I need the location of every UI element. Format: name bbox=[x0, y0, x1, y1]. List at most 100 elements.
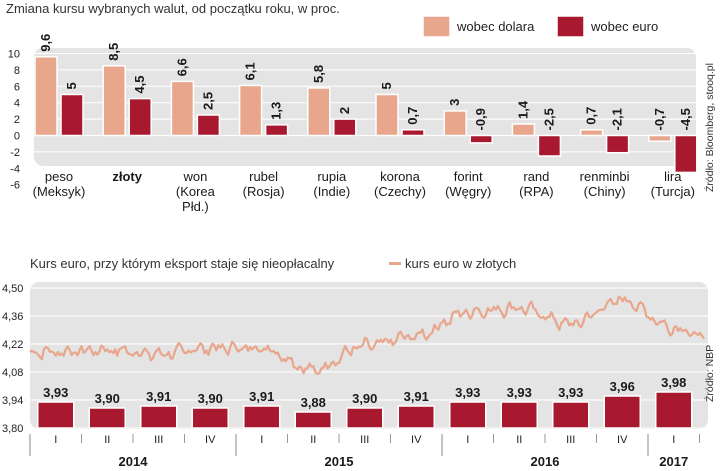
bottom-chart-title: Kurs euro, przy którym eksport staje się… bbox=[30, 256, 335, 271]
top-plot-background bbox=[34, 48, 696, 166]
threshold-label: 3,93 bbox=[43, 385, 68, 400]
year-label: 2015 bbox=[325, 454, 354, 469]
legend-euro-label: wobec euro bbox=[590, 19, 658, 34]
quarter-label: III bbox=[154, 434, 163, 446]
threshold-bar bbox=[243, 405, 281, 429]
bar-euro-label: -4,5 bbox=[678, 108, 693, 130]
threshold-label: 3,90 bbox=[198, 391, 223, 406]
threshold-label: 3,90 bbox=[95, 391, 120, 406]
top-y-tick: 0 bbox=[14, 131, 20, 143]
legend-rate-swatch bbox=[389, 262, 401, 265]
bar-dollar-label: 5,8 bbox=[311, 65, 326, 83]
threshold-bar bbox=[655, 391, 693, 429]
threshold-bar bbox=[500, 401, 538, 429]
category-country: (Czechy) bbox=[374, 184, 426, 199]
bottom-y-tick: 3,94 bbox=[2, 395, 23, 407]
bar-dollar-label: 6,1 bbox=[243, 62, 258, 80]
bottom-y-tick: 4,22 bbox=[2, 339, 23, 351]
bar-euro-label: 2 bbox=[337, 107, 352, 114]
bottom-y-tick: 4,08 bbox=[2, 367, 23, 379]
bar-dollar-label: 3 bbox=[447, 99, 462, 106]
bar-dollar bbox=[511, 123, 536, 137]
quarter-label: IV bbox=[617, 434, 628, 446]
top-y-axis: 10 8 6 4 2 0 -2 -4 -6 bbox=[8, 49, 20, 192]
bar-dollar-label: 5 bbox=[379, 82, 394, 89]
bar-euro bbox=[60, 93, 84, 137]
currency-change-chart: 10 8 6 4 2 0 -2 -4 -6 9,6 5 8,5 4,5 6,6 2,5 6,1 1,3 5,8 2… bbox=[6, 1, 716, 214]
bottom-source-note: Źródło: NBP bbox=[703, 345, 716, 402]
bar-dollar bbox=[579, 129, 604, 137]
bar-euro bbox=[196, 114, 221, 137]
bar-euro-label: -0,9 bbox=[473, 108, 488, 130]
legend-dollar-swatch bbox=[422, 15, 451, 38]
bar-euro bbox=[674, 134, 698, 174]
top-bars: 9,6 5 8,5 4,5 6,6 2,5 6,1 1,3 5,8 2 5 0,7 3 -0,9 1,4 -2… bbox=[34, 34, 698, 174]
category-country: (Meksyk) bbox=[33, 184, 86, 199]
threshold-bar bbox=[140, 405, 178, 429]
quarter-label: I bbox=[54, 434, 57, 446]
quarter-label: I bbox=[260, 434, 263, 446]
category-country: (Turcja) bbox=[651, 184, 695, 199]
bar-dollar-label: 9,6 bbox=[38, 34, 53, 52]
legend-dollar-label: wobec dolara bbox=[456, 19, 535, 34]
bar-euro bbox=[469, 134, 493, 144]
threshold-label: 3,93 bbox=[507, 385, 532, 400]
category-country: (RPA) bbox=[519, 184, 553, 199]
bar-euro-label: 1,3 bbox=[269, 102, 284, 120]
bar-euro bbox=[605, 134, 630, 154]
category-name: korona bbox=[380, 169, 421, 184]
category-name: forint bbox=[454, 169, 483, 184]
category-name: złoty bbox=[112, 169, 142, 184]
bar-euro bbox=[333, 118, 357, 137]
threshold-label: 3,91 bbox=[146, 389, 171, 404]
bar-euro-label: -2,5 bbox=[541, 108, 556, 130]
category-name: peso bbox=[45, 169, 73, 184]
threshold-label: 3,88 bbox=[301, 395, 326, 410]
bottom-plot-background bbox=[30, 282, 708, 429]
bar-euro-label: 0,7 bbox=[405, 107, 420, 125]
bar-dollar-label: 6,6 bbox=[174, 58, 189, 76]
top-grid bbox=[34, 53, 696, 186]
year-label: 2014 bbox=[119, 454, 149, 469]
threshold-bar bbox=[294, 411, 332, 429]
top-y-tick: -4 bbox=[10, 163, 20, 175]
category-country: (Węgry) bbox=[445, 184, 491, 199]
bottom-y-tick: 4,50 bbox=[2, 283, 23, 295]
quarter-label: II bbox=[104, 434, 110, 446]
quarter-label: IV bbox=[205, 434, 216, 446]
threshold-bar bbox=[37, 401, 75, 429]
euro-rate-chart: 4,504,364,224,083,943,80 3,93 3,90 3,91 3,9… bbox=[2, 256, 716, 469]
category-country: (Chiny) bbox=[584, 184, 626, 199]
bar-euro-label: 5 bbox=[64, 82, 79, 89]
bar-dollar bbox=[443, 110, 467, 137]
threshold-bars: 3,93 3,90 3,91 3,90 3,91 3,88 3,90 3,91 3,93 3,93… bbox=[37, 375, 693, 429]
quarter-label: II bbox=[516, 434, 522, 446]
quarter-label: III bbox=[360, 434, 369, 446]
category-name: renminbi bbox=[580, 169, 630, 184]
category-name: rupia bbox=[317, 169, 347, 184]
bar-euro-label: -2,1 bbox=[610, 108, 625, 130]
category-name: rubel bbox=[249, 169, 278, 184]
top-source-note: Źródło: Bloomberg, stooq.pl bbox=[703, 63, 716, 192]
euro-rate-line bbox=[29, 295, 705, 375]
top-y-tick: -6 bbox=[10, 180, 20, 192]
threshold-bar bbox=[191, 407, 229, 429]
bar-euro bbox=[128, 97, 152, 137]
top-y-tick: 6 bbox=[14, 81, 20, 93]
category-name: lira bbox=[664, 169, 682, 184]
category-country: (Rosja) bbox=[243, 184, 285, 199]
top-y-tick: 4 bbox=[14, 98, 20, 110]
bar-dollar-label: -0,7 bbox=[652, 108, 667, 130]
bar-dollar bbox=[102, 65, 126, 137]
bar-euro-label: 4,5 bbox=[132, 76, 147, 94]
quarter-label: I bbox=[672, 434, 675, 446]
bar-euro-label: 2,5 bbox=[200, 92, 215, 110]
category-name: won bbox=[182, 169, 207, 184]
bottom-y-axis: 4,50 4,36 4,22 4,08 3,94 3,80 bbox=[2, 283, 23, 435]
threshold-bar bbox=[346, 407, 384, 429]
category-country-cont: Płd.) bbox=[182, 199, 209, 214]
top-y-tick: -2 bbox=[10, 147, 20, 159]
bar-euro bbox=[264, 124, 289, 137]
